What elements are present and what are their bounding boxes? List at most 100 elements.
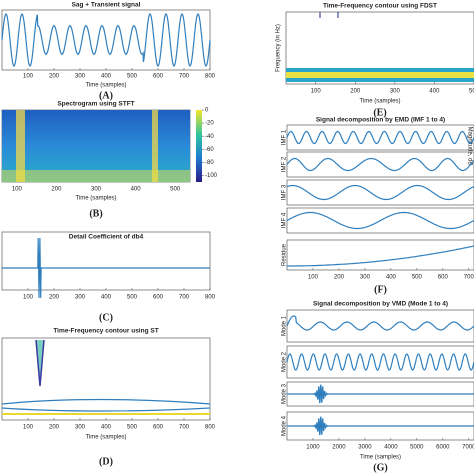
waveform (1, 13, 211, 67)
axes-box (1, 337, 211, 421)
colorbar-tick-label: -100 (205, 173, 218, 179)
x-tick-label: 300 (75, 74, 86, 80)
x-tick-label: 400 (101, 295, 112, 301)
x-tick-label: 600 (438, 275, 449, 281)
waveform (2, 237, 210, 299)
subplot-label: Mode 2 (282, 351, 288, 372)
x-tick-label: 400 (101, 425, 112, 431)
x-tick-label: 100 (23, 295, 34, 301)
subplot-label: IMF 1 (282, 129, 288, 145)
x-tick-label: 6000 (436, 445, 450, 451)
x-axis-label: Time (samples) (359, 99, 400, 105)
x-tick-label: 500 (469, 89, 474, 95)
colorbar (196, 110, 202, 182)
x-tick-label: 700 (179, 74, 190, 80)
x-tick-label: 700 (464, 275, 474, 281)
x-tick-label: 5000 (410, 445, 424, 451)
x-tick-label: 800 (205, 74, 216, 80)
x-tick-label: 600 (153, 425, 164, 431)
x-tick-label: 200 (49, 295, 60, 301)
x-axis-label: Time (samples) (360, 455, 401, 461)
x-tick-label: 500 (127, 425, 138, 431)
x-tick-label: 1000 (306, 445, 320, 451)
panel-label: (E) (373, 107, 386, 118)
x-tick-label: 700 (179, 425, 190, 431)
panel-label: (G) (373, 462, 387, 473)
panel-label: (D) (99, 456, 113, 467)
waveform (287, 416, 474, 436)
x-tick-label: 3000 (358, 445, 372, 451)
x-tick-label: 700 (179, 295, 190, 301)
waveform (287, 384, 474, 404)
waveform (1, 398, 211, 405)
waveform (286, 315, 474, 331)
waveform (286, 211, 474, 230)
panel-title: Signal decomposition by EMD (IMF 1 to 4) (316, 117, 445, 124)
x-tick-label: 600 (153, 74, 164, 80)
colorbar-label: Magnitude, dB (466, 127, 472, 166)
x-tick-label: 4000 (384, 445, 398, 451)
x-tick-label: 500 (170, 187, 181, 193)
waveform (286, 157, 474, 172)
contour-band (286, 72, 474, 78)
panel-title: Time-Frequency contour using ST (53, 328, 158, 335)
x-tick-label: 200 (334, 275, 345, 281)
x-tick-label: 2000 (332, 445, 346, 451)
panel-label: (F) (374, 284, 387, 295)
panel-title: Time-Frequency contour using FDST (323, 3, 437, 10)
x-tick-label: 400 (101, 74, 112, 80)
panel-title: Detail Coefficient of db4 (69, 234, 144, 241)
spectrogram-band (152, 110, 158, 182)
x-tick-label: 200 (51, 187, 62, 193)
panel-title: Sag + Transient signal (72, 2, 141, 9)
x-tick-label: 500 (127, 295, 138, 301)
waveform (286, 353, 474, 371)
waveform (286, 184, 474, 201)
subplot-label: Mode 4 (282, 415, 288, 436)
spectrogram-band (2, 170, 190, 182)
x-tick-label: 7000 (462, 445, 474, 451)
x-axis-label: Time (samples) (85, 83, 126, 89)
panel-label: (C) (99, 312, 113, 323)
axes-box (286, 179, 474, 206)
x-tick-label: 300 (75, 425, 86, 431)
spectrogram-band (16, 110, 25, 182)
panel-label: (A) (99, 90, 113, 101)
x-tick-label: 100 (311, 89, 322, 95)
waveform (286, 130, 474, 145)
subplot-label: IMF 2 (282, 156, 288, 172)
x-tick-label: 200 (49, 74, 60, 80)
x-axis-label: Time (samples) (75, 196, 116, 202)
axes-box (285, 11, 474, 85)
x-axis-label: Time (samples) (85, 435, 126, 441)
x-tick-label: 200 (350, 89, 361, 95)
panel-title: Signal decomposition by VMD (Mode 1 to 4… (313, 301, 448, 308)
subplot-label: Mode 1 (282, 315, 288, 336)
panel-label: (B) (89, 208, 102, 219)
x-tick-label: 100 (12, 187, 23, 193)
x-tick-label: 400 (386, 275, 397, 281)
x-tick-label: 500 (127, 74, 138, 80)
x-tick-label: 400 (131, 187, 142, 193)
waveform (1, 407, 211, 412)
x-tick-label: 100 (23, 74, 34, 80)
axes-box (286, 151, 474, 178)
x-tick-label: 100 (23, 425, 34, 431)
x-tick-label: 200 (49, 425, 60, 431)
x-tick-label: 800 (205, 295, 216, 301)
axes-box (286, 239, 474, 271)
y-axis-label: Frequency (in Hz) (276, 24, 282, 72)
colorbar-tick-label: -80 (205, 160, 214, 166)
colorbar-tick-label: -20 (205, 121, 214, 127)
subplot-label: Residue (282, 243, 288, 266)
panel-title: Spectrogram using STFT (57, 101, 134, 108)
contour (35, 339, 45, 387)
x-tick-label: 300 (75, 295, 86, 301)
subplot-label: IMF 3 (282, 184, 288, 200)
x-tick-label: 100 (308, 275, 319, 281)
x-tick-label: 300 (91, 187, 102, 193)
x-tick-label: 500 (412, 275, 423, 281)
x-tick-label: 600 (153, 295, 164, 301)
waveform (287, 245, 474, 267)
